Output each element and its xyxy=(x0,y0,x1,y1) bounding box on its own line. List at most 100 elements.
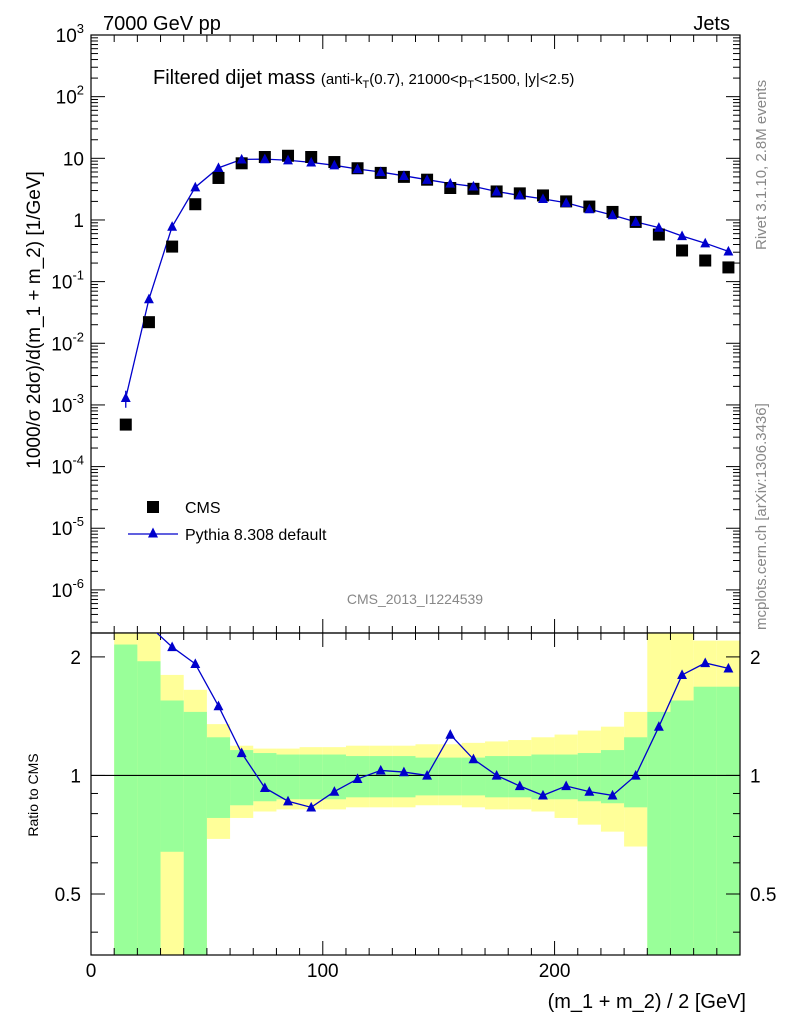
ratio-panel: 0 100 200 0.5 0.5 1 1 2 2 xyxy=(55,620,776,982)
ratio-y-tick-label-right: 0.5 xyxy=(750,885,776,906)
band-inner-bin xyxy=(114,644,138,955)
x-axis-label: (m_1 + m_2) / 2 [GeV] xyxy=(548,991,746,1013)
ratio-point xyxy=(422,769,433,780)
band-inner-bin xyxy=(369,756,393,798)
band-inner-bin xyxy=(531,754,555,800)
legend-mc-label: Pythia 8.308 default xyxy=(185,527,327,544)
mc-point xyxy=(236,153,247,164)
ratio-y-tick-label: 2 xyxy=(70,648,81,669)
ratio-point xyxy=(561,780,572,791)
mcplots-label: mcplots.cern.ch [arXiv:1306.3436] xyxy=(753,403,770,630)
band-inner-bin xyxy=(230,750,254,806)
watermark: CMS_2013_I1224539 xyxy=(347,591,483,607)
ratio-point xyxy=(468,753,479,764)
mc-point xyxy=(630,216,641,227)
ratio-y-tick-label-right: 2 xyxy=(750,648,761,669)
band-inner-bin xyxy=(554,754,578,800)
mc-point xyxy=(329,159,340,170)
mc-point xyxy=(514,189,525,200)
ratio-point xyxy=(213,700,224,711)
ratio-point xyxy=(723,662,734,673)
band-inner-bin xyxy=(438,757,462,796)
ratio-point xyxy=(630,769,641,780)
main-y-tick-label: 1 xyxy=(73,211,84,232)
mc-point xyxy=(190,181,201,192)
mc-point xyxy=(445,178,456,188)
legend-cms-label: CMS xyxy=(185,500,221,517)
main-y-tick-label: 10-3 xyxy=(51,391,84,417)
main-y-tick-label: 10-6 xyxy=(51,576,84,602)
ratio-point xyxy=(329,786,340,796)
band-inner-bin xyxy=(206,737,231,818)
header-right: Jets xyxy=(693,13,730,35)
cms-point xyxy=(142,316,155,329)
mc-point xyxy=(143,293,154,304)
band-inner-bin xyxy=(160,700,184,852)
mc-point xyxy=(491,185,502,196)
band-inner-bin xyxy=(461,757,486,796)
mc-point xyxy=(468,180,479,191)
mc-point xyxy=(283,154,293,165)
ratio-point xyxy=(283,795,293,806)
mc-point xyxy=(398,170,409,180)
legend-cms-marker xyxy=(147,501,159,513)
main-panel: 10-6 10-5 10-4 10-3 10-2 10-1 1 10 102 103 xyxy=(51,21,741,634)
ratio-point xyxy=(352,773,363,784)
band-inner-bin xyxy=(276,754,300,800)
ratio-point xyxy=(653,721,664,731)
mc-point xyxy=(607,209,618,220)
band-inner-bin xyxy=(693,686,717,955)
title-cut: (anti-kT(0.7), 21000<pT<1500, |y|<2.5) xyxy=(321,71,575,91)
ratio-point xyxy=(167,641,178,652)
cms-point xyxy=(722,261,735,274)
main-y-tick-label: 10 xyxy=(63,149,84,170)
ratio-point xyxy=(306,801,317,812)
ratio-y-axis-label: Ratio to CMS xyxy=(25,753,41,836)
header-left: 7000 GeV pp xyxy=(103,13,221,35)
ratio-point xyxy=(607,789,618,800)
mc-point xyxy=(422,174,433,184)
main-y-axis-label: 1000/σ 2dσ)/d(m_1 + m_2) [1/GeV] xyxy=(24,171,45,469)
cms-point xyxy=(119,418,132,431)
ratio-point xyxy=(584,786,595,796)
ratio-point xyxy=(144,620,154,630)
mc-point xyxy=(213,162,224,172)
cms-point xyxy=(166,240,179,253)
band-inner-bin xyxy=(183,711,207,955)
mc-point xyxy=(538,193,548,203)
band-inner-bin xyxy=(253,753,277,802)
ratio-point xyxy=(236,747,247,758)
ratio-point xyxy=(398,766,409,777)
band-inner-bin xyxy=(716,686,740,955)
band-inner-bin xyxy=(392,756,416,798)
ratio-point xyxy=(538,789,548,800)
ratio-point xyxy=(677,669,688,680)
mc-point xyxy=(167,221,178,231)
main-y-tick-label: 103 xyxy=(56,21,84,47)
mc-point xyxy=(561,197,572,207)
main-y-tick-label: 10-4 xyxy=(51,453,84,479)
mc-point xyxy=(259,153,270,164)
band-inner-bin xyxy=(670,700,694,955)
ratio-point xyxy=(491,769,502,780)
mc-point xyxy=(653,222,664,232)
main-y-tick-label: 10-1 xyxy=(51,268,84,294)
band-inner-bin xyxy=(137,661,161,955)
ratio-points xyxy=(144,620,734,812)
legend-mc-marker xyxy=(148,527,158,538)
band-inner-bin xyxy=(508,756,532,798)
ratio-point xyxy=(445,729,456,739)
x-tick-label: 100 xyxy=(307,961,339,982)
legend: CMS Pythia 8.308 default xyxy=(128,500,327,544)
ratio-y-tick-label: 0.5 xyxy=(55,885,81,906)
main-y-tick-label: 10-5 xyxy=(51,514,84,540)
ratio-point xyxy=(375,764,386,775)
mc-point xyxy=(352,163,363,174)
mc-point xyxy=(723,245,734,256)
plot-title: Filtered dijet mass (anti-kT(0.7), 21000… xyxy=(153,67,574,91)
mc-point xyxy=(306,156,317,167)
cms-point xyxy=(676,244,689,257)
ratio-y-tick-label-right: 1 xyxy=(750,766,761,787)
x-tick-label: 0 xyxy=(86,961,97,982)
